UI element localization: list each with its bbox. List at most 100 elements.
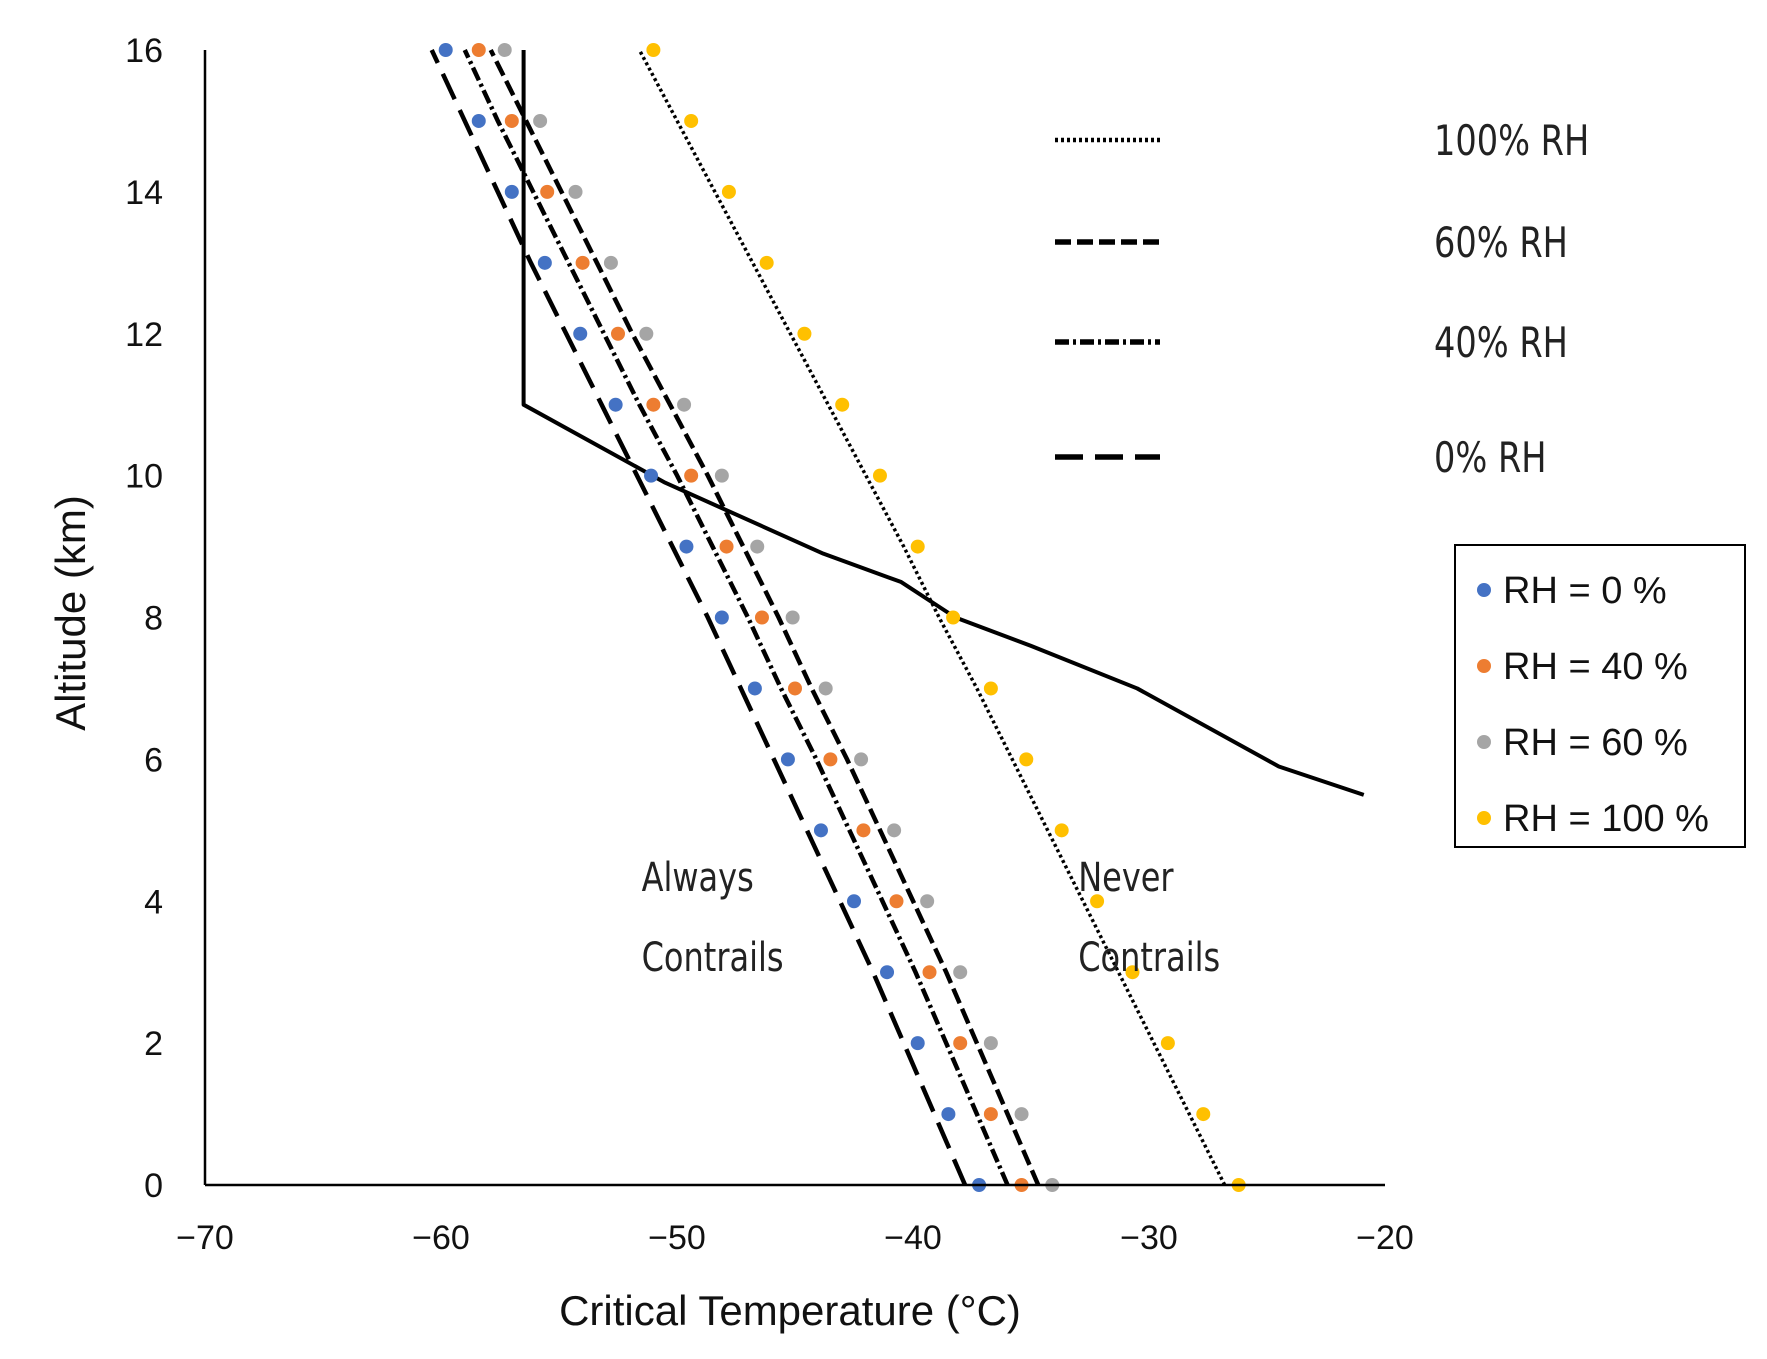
data-point (714, 610, 729, 625)
data-point (823, 752, 838, 767)
y-tick-label: 10 (125, 458, 163, 496)
data-point (953, 965, 968, 980)
data-point (573, 326, 588, 341)
data-point (1019, 752, 1034, 767)
atmosphere-profile-line (521, 50, 1365, 797)
x-tick-label: −60 (412, 1219, 470, 1257)
legend-box (1454, 544, 1746, 848)
x-tick-label: −40 (884, 1219, 942, 1257)
annotation-text: Never (1078, 854, 1173, 901)
data-point (471, 43, 486, 57)
data-point (575, 255, 590, 270)
legend-label: RH = 40 % (1503, 646, 1688, 688)
data-point (872, 468, 887, 483)
y-tick-label: 14 (125, 174, 163, 212)
data-point (721, 184, 736, 199)
line-style-legend: 100% RH 60% RH 40% RH 0% RH (1055, 116, 1589, 482)
y-tick-label: 4 (144, 883, 163, 921)
y-tick-label: 16 (125, 32, 163, 70)
data-point (889, 894, 904, 909)
legend-label: RH = 60 % (1503, 722, 1688, 764)
data-point (646, 397, 661, 412)
x-axis-title: Critical Temperature (°C) (559, 1287, 1021, 1334)
data-point (941, 1107, 956, 1122)
data-point (910, 1036, 925, 1051)
legend-marker (1477, 811, 1491, 825)
data-point (684, 113, 699, 128)
data-point (1125, 965, 1140, 980)
data-point (504, 184, 519, 199)
annotation-text: Always (642, 854, 754, 901)
data-point (759, 255, 774, 270)
data-point (1160, 1036, 1175, 1051)
data-point (910, 539, 925, 554)
data-point (714, 468, 729, 483)
x-tick-label: −50 (648, 1219, 706, 1257)
data-point (813, 823, 828, 838)
data-point (568, 184, 583, 199)
data-point (603, 255, 618, 270)
y-tick-label: 2 (144, 1025, 163, 1063)
data-point (856, 823, 871, 838)
atmosphere-profile-layer (521, 50, 1365, 797)
data-point (644, 468, 659, 483)
y-tick-label: 8 (144, 600, 163, 638)
line-style-label: 100% RH (1434, 116, 1589, 165)
data-point (835, 397, 850, 412)
data-point (785, 610, 800, 625)
x-tick-label: −70 (176, 1219, 234, 1257)
data-point (684, 468, 699, 483)
data-point (677, 397, 692, 412)
legend-marker (1477, 659, 1491, 673)
data-point (780, 752, 795, 767)
data-point (1196, 1107, 1211, 1122)
data-point (887, 823, 902, 838)
legend-label: RH = 100 % (1503, 798, 1709, 840)
data-point (679, 539, 694, 554)
y-tick-label: 12 (125, 316, 163, 354)
data-point (953, 1036, 968, 1051)
data-points-layer (438, 43, 1246, 1192)
data-point (639, 326, 654, 341)
series-line-40rh (462, 49, 1010, 1186)
data-point (854, 752, 869, 767)
data-point (847, 894, 861, 909)
series-legend: RH = 0 % RH = 40 % RH = 60 % RH = 100 % (1454, 544, 1746, 848)
data-point (922, 965, 937, 980)
data-point (983, 1036, 998, 1051)
data-point (983, 1107, 998, 1122)
data-point (608, 397, 623, 412)
data-point (750, 539, 765, 554)
axes-layer (203, 50, 1385, 1187)
series-line-100rh (637, 49, 1227, 1186)
data-point (754, 610, 769, 625)
region-annotations: Always Contrails Never Contrails (642, 854, 1221, 981)
data-point (537, 255, 552, 270)
data-point (533, 113, 548, 128)
data-point (797, 326, 812, 341)
x-tick-label: −20 (1356, 1219, 1414, 1257)
data-point (1090, 894, 1105, 909)
data-point (920, 894, 935, 909)
data-point (788, 681, 802, 696)
line-style-label: 0% RH (1434, 433, 1547, 482)
data-point (611, 326, 625, 341)
x-tick-label: −30 (1120, 1219, 1178, 1257)
data-point (719, 539, 734, 554)
tick-labels-layer: −70 −60 −50 −40 −30 −20 0 2 4 6 8 10 12 14 16 (125, 32, 1414, 1257)
line-style-label: 40% RH (1434, 318, 1568, 367)
annotation-text: Contrails (1078, 934, 1220, 981)
data-point (880, 965, 895, 980)
data-point (946, 610, 961, 625)
legend-label: RH = 0 % (1503, 570, 1667, 612)
y-tick-label: 0 (144, 1167, 163, 1205)
data-point (1014, 1107, 1029, 1122)
data-point (646, 43, 661, 57)
y-axis-title: Altitude (km) (47, 495, 94, 731)
data-point (438, 43, 453, 57)
data-point (747, 681, 762, 696)
y-tick-label: 6 (144, 741, 163, 779)
data-point (497, 43, 512, 57)
